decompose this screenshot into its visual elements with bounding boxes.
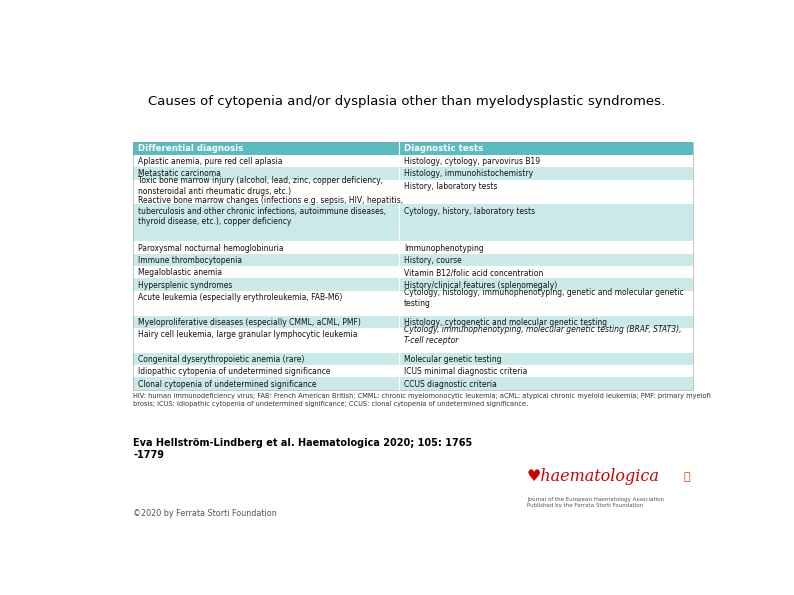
FancyBboxPatch shape <box>133 365 693 377</box>
Text: Diagnostic tests: Diagnostic tests <box>404 144 483 153</box>
FancyBboxPatch shape <box>133 278 693 291</box>
Text: History, laboratory tests: History, laboratory tests <box>404 182 497 191</box>
FancyBboxPatch shape <box>133 155 693 167</box>
Text: 🐟: 🐟 <box>684 472 690 482</box>
FancyBboxPatch shape <box>133 253 693 266</box>
Text: HIV: human immunodeficiency virus; FAB: French American British; CMML: chronic m: HIV: human immunodeficiency virus; FAB: … <box>133 393 711 407</box>
FancyBboxPatch shape <box>133 266 693 278</box>
Text: Idiopathic cytopenia of undetermined significance: Idiopathic cytopenia of undetermined sig… <box>138 367 330 377</box>
Text: Immune thrombocytopenia: Immune thrombocytopenia <box>138 256 242 265</box>
Text: Histology, cytology, parvovirus B19: Histology, cytology, parvovirus B19 <box>404 157 540 166</box>
FancyBboxPatch shape <box>133 180 693 204</box>
Text: Metastatic carcinoma: Metastatic carcinoma <box>138 170 221 178</box>
Text: Aplastic anemia, pure red cell aplasia: Aplastic anemia, pure red cell aplasia <box>138 157 283 166</box>
FancyBboxPatch shape <box>133 353 693 365</box>
Text: Toxic bone marrow injury (alcohol, lead, zinc, copper deficiency,
nonsteroidal a: Toxic bone marrow injury (alcohol, lead,… <box>138 177 384 196</box>
Text: ICUS minimal diagnostic criteria: ICUS minimal diagnostic criteria <box>404 367 527 377</box>
Text: Differential diagnosis: Differential diagnosis <box>138 144 243 153</box>
FancyBboxPatch shape <box>133 315 693 328</box>
Text: Megaloblastic anemia: Megaloblastic anemia <box>138 268 222 277</box>
Text: ©2020 by Ferrata Storti Foundation: ©2020 by Ferrata Storti Foundation <box>133 509 277 518</box>
FancyBboxPatch shape <box>133 204 693 242</box>
Text: Hypersplenic syndromes: Hypersplenic syndromes <box>138 281 233 290</box>
FancyBboxPatch shape <box>133 242 693 253</box>
Text: ♥haematologica: ♥haematologica <box>527 468 660 486</box>
Text: Vitamin B12/folic acid concentration: Vitamin B12/folic acid concentration <box>404 268 543 277</box>
FancyBboxPatch shape <box>133 291 693 315</box>
Text: Histology, immunohistochemistry: Histology, immunohistochemistry <box>404 170 533 178</box>
Text: Reactive bone marrow changes (infections e.g. sepsis, HIV, hepatitis,
tuberculos: Reactive bone marrow changes (infections… <box>138 196 403 226</box>
Text: Hairy cell leukemia, large granular lymphocytic leukemia: Hairy cell leukemia, large granular lymp… <box>138 330 357 339</box>
Text: Journal of the European Haematology Association
Published by the Ferrata Storti : Journal of the European Haematology Asso… <box>527 497 664 508</box>
Text: Molecular genetic testing: Molecular genetic testing <box>404 355 501 364</box>
Text: Immunophenotyping: Immunophenotyping <box>404 244 484 253</box>
Text: Myeloproliferative diseases (especially CMML, aCML, PMF): Myeloproliferative diseases (especially … <box>138 318 361 327</box>
Text: Eva Hellström-Lindberg et al. Haematologica 2020; 105: 1765
-1779: Eva Hellström-Lindberg et al. Haematolog… <box>133 438 472 461</box>
Text: Clonal cytopenia of undetermined significance: Clonal cytopenia of undetermined signifi… <box>138 380 317 389</box>
Text: Acute leukemia (especially erythroleukemia, FAB-M6): Acute leukemia (especially erythroleukem… <box>138 293 342 302</box>
Text: History, course: History, course <box>404 256 461 265</box>
Text: History/clinical features (splenomegaly): History/clinical features (splenomegaly) <box>404 281 557 290</box>
Text: Congenital dyserythropoietic anemia (rare): Congenital dyserythropoietic anemia (rar… <box>138 355 304 364</box>
Text: CCUS diagnostic criteria: CCUS diagnostic criteria <box>404 380 497 389</box>
FancyBboxPatch shape <box>133 142 693 155</box>
Text: Cytology, history, laboratory tests: Cytology, history, laboratory tests <box>404 206 535 215</box>
FancyBboxPatch shape <box>133 377 693 390</box>
Text: Cytology, histology, immunophenotyping, genetic and molecular genetic
testing: Cytology, histology, immunophenotyping, … <box>404 288 684 308</box>
Text: Histology, cytogenetic and molecular genetic testing: Histology, cytogenetic and molecular gen… <box>404 318 607 327</box>
FancyBboxPatch shape <box>133 167 693 180</box>
FancyBboxPatch shape <box>133 328 693 353</box>
Text: Paroxysmal nocturnal hemoglobinuria: Paroxysmal nocturnal hemoglobinuria <box>138 244 283 253</box>
Text: Causes of cytopenia and/or dysplasia other than myelodysplastic syndromes.: Causes of cytopenia and/or dysplasia oth… <box>148 95 665 108</box>
Text: Cytology, immunophenotyping, molecular genetic testing (BRAF, STAT3),
T-cell rec: Cytology, immunophenotyping, molecular g… <box>404 325 681 345</box>
